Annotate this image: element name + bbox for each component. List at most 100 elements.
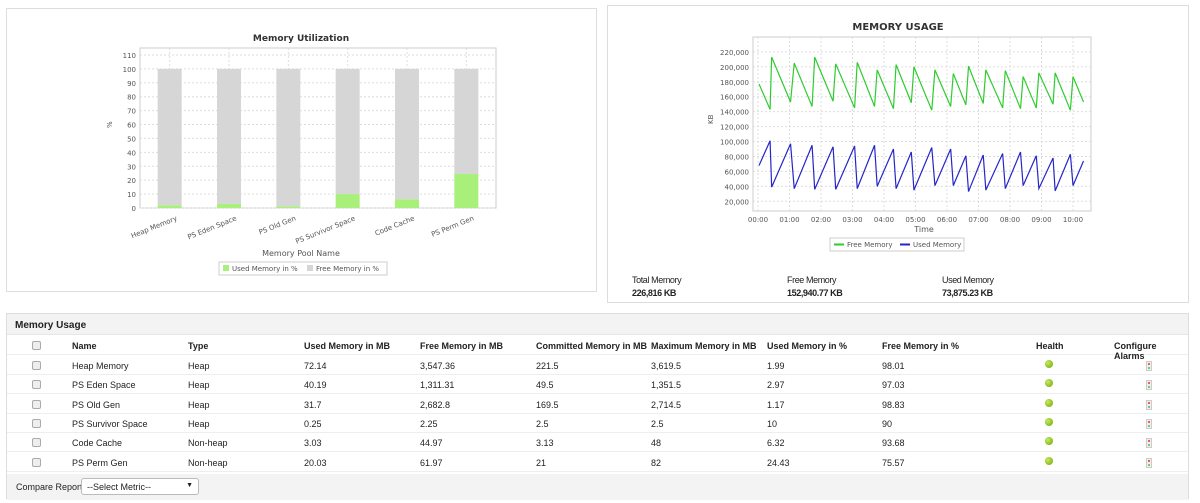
row-checkbox[interactable] [32, 361, 41, 370]
table-cell: 2,714.5 [651, 399, 682, 410]
health-status-icon [1045, 437, 1053, 446]
row-checkbox[interactable] [32, 418, 41, 428]
y-tick-label: 50 [127, 135, 136, 143]
x-tick-label: 02:00 [811, 216, 831, 224]
table-row: PS Eden Space Heap 40.19 1,311.31 49.5 1,351.… [7, 375, 1188, 395]
table-cell: 21 [536, 457, 547, 468]
configure-alarm-icon[interactable] [1146, 380, 1152, 391]
plot-area [139, 47, 497, 209]
table-cell: 2.5 [651, 418, 664, 429]
legend [218, 261, 388, 276]
column-header: Free Memory in MB [420, 341, 504, 351]
table-footer: Compare Reports --Select Metric-- ▼ [7, 474, 1188, 500]
row-checkbox[interactable] [32, 399, 41, 409]
table-cell: Heap [188, 380, 210, 391]
bar-used [454, 174, 479, 208]
configure-alarm-icon[interactable] [1146, 457, 1152, 468]
table-row: Heap Memory Heap 72.14 3,547.36 221.5 3,619.5… [7, 356, 1188, 375]
x-tick-label: 01:00 [779, 216, 799, 224]
column-header: Committed Memory in MB [536, 341, 648, 351]
table-cell: 98.01 [882, 361, 905, 371]
memory-utilization-chart: Memory Utilization 0 10 20 30 40 50 60 70 80 90 100… [106, 34, 497, 276]
bar-free [454, 68, 479, 175]
legend-label: Used Memory in % [232, 265, 298, 273]
configure-alarm-icon[interactable] [1146, 418, 1152, 429]
table-cell: 2.25 [420, 418, 438, 429]
stat-used-memory: Used Memory 73,875.23 KB [942, 275, 994, 298]
table-cell: 40.19 [304, 380, 327, 391]
column-header: Configure Alarms [1114, 341, 1157, 361]
table-cell: 61.97 [420, 457, 443, 468]
configure-alarm-icon[interactable] [1146, 438, 1152, 449]
health-status-icon [1045, 456, 1053, 465]
x-tick-label: PS Perm Gen [430, 214, 475, 238]
table-row: PS Survivor Space Heap 0.25 2.25 2.5 2.5 10 90 [7, 414, 1188, 433]
table-cell: Heap [188, 418, 210, 429]
y-tick-label: 80 [127, 94, 136, 102]
table-cell: 221.5 [536, 361, 559, 371]
bar-free [335, 68, 360, 195]
row-checkbox[interactable] [32, 457, 41, 467]
bar-used [217, 203, 241, 208]
bar-used [276, 206, 301, 208]
table-title: Memory Usage [7, 314, 1188, 335]
chart-title: Memory Utilization [253, 34, 349, 44]
health-status-icon [1045, 398, 1053, 407]
series-line-used [758, 140, 1085, 192]
health-status-icon [1045, 379, 1053, 388]
row-checkbox[interactable] [32, 380, 41, 390]
table-cell: 90 [882, 418, 893, 429]
stat-free-memory: Free Memory 152,940.77 KB [787, 275, 843, 298]
health-status-icon [1045, 417, 1053, 426]
y-tick-label: 40 [127, 149, 136, 157]
x-tick-label: Code Cache [374, 214, 416, 237]
y-tick-label: 160,000 [720, 94, 749, 102]
table-cell: Heap [188, 361, 210, 371]
column-header: Health [1036, 341, 1064, 351]
select-all-checkbox[interactable] [32, 341, 41, 350]
y-tick-label: 90 [127, 80, 136, 88]
column-header: Free Memory in % [882, 341, 960, 351]
table-row: Code Cache Non-heap 3.03 44.97 3.13 48 6.32 93.… [7, 433, 1188, 453]
configure-alarm-icon[interactable] [1146, 361, 1152, 371]
table-cell: 82 [651, 457, 662, 468]
table-cell: Heap [188, 399, 210, 410]
legend-label: Free Memory [847, 241, 893, 249]
table-cell: Non-heap [188, 438, 228, 449]
y-tick-label: 20 [127, 177, 136, 185]
table-cell: 10 [767, 418, 778, 429]
table-cell: 72.14 [304, 361, 327, 371]
y-tick-label: 40,000 [725, 183, 750, 191]
column-header: Maximum Memory in MB [651, 341, 757, 351]
y-tick-label: 110 [123, 52, 136, 60]
y-tick-label: 100,000 [720, 139, 749, 147]
table-cell: 2.5 [536, 418, 549, 429]
y-tick-label: 70 [127, 108, 136, 116]
table-cell: 2,682.8 [420, 399, 451, 410]
table-cell: 31.7 [304, 399, 322, 410]
y-tick-label: 180,000 [720, 79, 749, 87]
table-cell: 44.97 [420, 438, 443, 449]
y-tick-label: 0 [132, 205, 136, 213]
x-tick-label: 04:00 [874, 216, 894, 224]
table-cell: 3,547.36 [420, 361, 456, 371]
row-checkbox[interactable] [32, 438, 41, 448]
y-tick-label: 30 [127, 163, 136, 171]
x-tick-label: PS Survivor Space [294, 214, 356, 245]
x-axis-label: Memory Pool Name [262, 249, 340, 258]
x-tick-label: 00:00 [748, 216, 768, 224]
table-cell: PS Old Gen [72, 399, 121, 410]
table-cell: PS Perm Gen [72, 457, 128, 468]
stat-total-memory: Total Memory 226,816 KB [632, 275, 682, 298]
legend-swatch [307, 265, 313, 271]
table-cell: Code Cache [72, 438, 123, 449]
configure-alarm-icon[interactable] [1146, 399, 1152, 410]
table-cell: 0.25 [304, 418, 322, 429]
health-status-icon [1045, 360, 1053, 368]
memory-usage-table: Memory Usage Name Type Used Memory in MB Fr… [6, 313, 1189, 500]
y-tick-label: 20,000 [725, 198, 750, 206]
column-header: Type [188, 341, 209, 351]
table-cell: 48 [651, 438, 662, 449]
select-metric-dropdown[interactable]: --Select Metric-- ▼ [81, 478, 199, 495]
chart-title: MEMORY USAGE [852, 22, 943, 33]
